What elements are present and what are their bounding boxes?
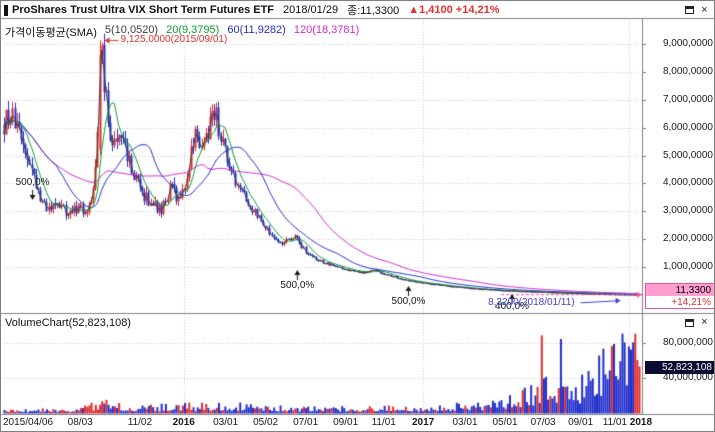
sma20-legend-value: 20(9,3795): [166, 24, 220, 36]
current-volume-badge: 52,823,108: [645, 360, 714, 374]
popup-icon-glyph: [685, 6, 694, 14]
sma5-legend-value: 5(10,0520): [104, 24, 159, 36]
volume-popup-icon[interactable]: [683, 316, 696, 329]
volume-popup-icon-glyph: [685, 318, 694, 327]
instrument-title: ProShares Trust Ultra VIX Short Term Fut…: [12, 4, 275, 16]
volume-header: VolumeChart(52,823,108) ×: [1, 315, 714, 330]
close-price-label: 종:11,3300: [347, 5, 400, 17]
sma120-legend-value: 120(18,3781): [293, 24, 360, 36]
sma60-legend-value: 60(11,9282): [227, 24, 286, 36]
sma-legend: 가격이동평균(SMA) 5(10,0520) 20(9,3795) 60(11,…: [5, 24, 359, 40]
close-icon[interactable]: ×: [701, 3, 708, 16]
quote-date: 2018/01/29: [283, 4, 339, 16]
price-window-controls: ×: [683, 4, 714, 17]
volume-header-label: VolumeChart(52,823,108): [5, 316, 131, 329]
chart-header: ProShares Trust Ultra VIX Short Term Fut…: [1, 1, 714, 19]
volume-window-controls: ×: [683, 316, 714, 329]
sma-legend-title: 가격이동평균(SMA): [5, 27, 97, 39]
popup-icon[interactable]: [683, 4, 696, 17]
price-change-label: ▲1,4100 +14,21%: [408, 4, 500, 16]
current-change-value: +14,21%: [646, 295, 714, 308]
title-bullet-icon: [4, 4, 8, 16]
current-price-value: 11,3300: [646, 283, 714, 296]
current-price-badge: 11,3300 +14,21%: [645, 282, 714, 309]
volume-close-icon[interactable]: ×: [701, 316, 708, 328]
